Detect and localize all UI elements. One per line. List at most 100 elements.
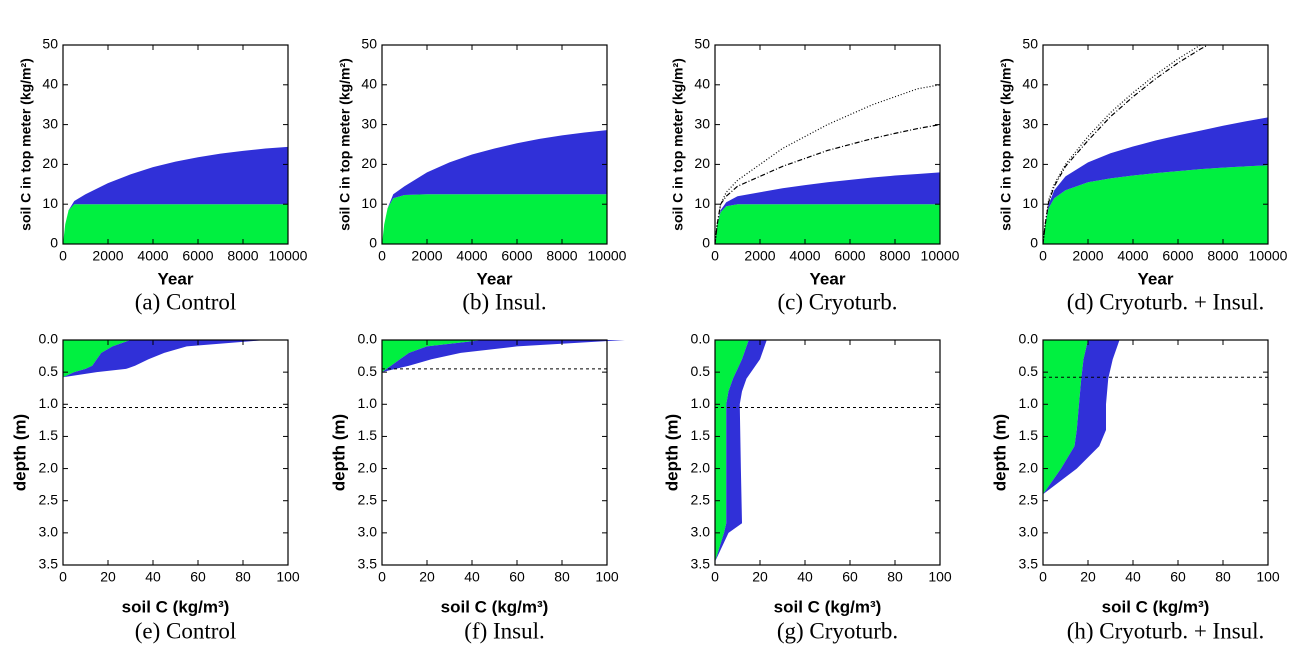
x-tick-label: 2000 (1072, 248, 1103, 264)
area (715, 172, 940, 244)
x-tick-label: 100 (276, 569, 300, 585)
area (382, 340, 625, 373)
y-tick-label: 30 (694, 115, 710, 131)
y-tick-label: 2.5 (1019, 491, 1039, 507)
x-tick-label: 20 (752, 569, 768, 585)
frame (714, 339, 941, 566)
plot-area (1043, 340, 1120, 495)
x-tick-label: 0 (378, 248, 386, 264)
panel: 0 20 40 60 80 100 0.0 0.5 1.0 1.5 2.0 2.5 3.0 3.5 soil… (990, 331, 1279, 644)
x-tick-label: 100 (928, 569, 952, 585)
plot-area (63, 340, 266, 378)
panel-caption: (c) Cryoturb. (777, 289, 897, 314)
y-tick-label: 1.0 (1019, 395, 1039, 411)
plot-area (382, 340, 625, 373)
y-tick-label: 3.5 (1019, 556, 1039, 572)
y-axis-label: soil C in top meter (kg/m²) (18, 58, 34, 231)
x-axis-label: soil C (kg/m³) (1102, 597, 1210, 616)
y-tick-label: 0 (702, 235, 710, 251)
y-tick-label: 0.5 (691, 363, 711, 379)
y-tick-label: 1.5 (1019, 427, 1039, 443)
x-tick-label: 100 (1256, 569, 1280, 585)
frame (714, 44, 941, 245)
y-tick-label: 1.5 (691, 427, 711, 443)
panel: 0 2000 4000 6000 8000 10000 0 10 20 30 40 50 Year soi… (670, 36, 960, 315)
plot-area (63, 146, 288, 244)
x-tick-label: 6000 (501, 248, 532, 264)
y-tick-label: 0.5 (39, 363, 59, 379)
y-tick-label: 20 (694, 155, 710, 171)
x-axis-label: Year (1138, 269, 1174, 288)
y-tick-label: 3.5 (691, 556, 711, 572)
x-tick-label: 8000 (1207, 248, 1238, 264)
x-tick-label: 60 (1170, 569, 1186, 585)
y-tick-label: 2.5 (39, 491, 59, 507)
y-tick-label: 3.0 (39, 524, 59, 540)
y-tick-label: 2.5 (358, 491, 378, 507)
x-tick-label: 6000 (1162, 248, 1193, 264)
y-tick-label: 3.0 (691, 524, 711, 540)
x-axis-label: soil C (kg/m³) (441, 597, 549, 616)
x-axis-label: soil C (kg/m³) (122, 597, 230, 616)
y-tick-label: 0 (1030, 235, 1038, 251)
y-tick-label: 0 (50, 235, 58, 251)
x-tick-label: 10000 (588, 248, 627, 264)
y-tick-label: 1.0 (39, 395, 59, 411)
y-tick-label: 50 (694, 36, 710, 52)
y-tick-label: 40 (361, 76, 377, 92)
y-tick-label: 50 (42, 36, 58, 52)
frame (62, 339, 289, 566)
x-axis-label: Year (158, 269, 194, 288)
area (1043, 340, 1088, 495)
area (715, 340, 749, 562)
y-tick-label: 2.0 (1019, 459, 1039, 475)
plot-area (715, 84, 940, 244)
y-tick-label: 2.0 (358, 459, 378, 475)
area (63, 204, 288, 244)
area (382, 194, 607, 244)
line (715, 124, 940, 244)
x-tick-label: 10000 (1249, 248, 1288, 264)
x-tick-label: 4000 (1117, 248, 1148, 264)
x-tick-label: 20 (419, 569, 435, 585)
x-tick-label: 0 (59, 248, 67, 264)
y-tick-label: 3.0 (358, 524, 378, 540)
x-tick-label: 60 (509, 569, 525, 585)
area (63, 146, 288, 244)
x-axis-label: Year (810, 269, 846, 288)
x-tick-label: 40 (145, 569, 161, 585)
x-tick-label: 6000 (182, 248, 213, 264)
x-tick-label: 10000 (921, 248, 960, 264)
y-tick-label: 3.0 (1019, 524, 1039, 540)
x-tick-label: 20 (1080, 569, 1096, 585)
x-tick-label: 40 (464, 569, 480, 585)
plot-area (1043, 45, 1268, 244)
y-tick-label: 40 (42, 76, 58, 92)
x-tick-label: 6000 (834, 248, 865, 264)
panel-caption: (a) Control (135, 289, 237, 314)
x-tick-label: 2000 (411, 248, 442, 264)
x-tick-label: 0 (1039, 569, 1047, 585)
y-tick-label: 10 (1022, 195, 1038, 211)
frame (1042, 339, 1269, 566)
area (63, 340, 266, 378)
x-tick-label: 2000 (744, 248, 775, 264)
y-tick-label: 1.0 (691, 395, 711, 411)
y-tick-label: 30 (42, 115, 58, 131)
plot-area (382, 130, 607, 244)
area (1043, 340, 1120, 495)
x-tick-label: 60 (842, 569, 858, 585)
line (1043, 45, 1210, 244)
frame (381, 44, 608, 245)
y-axis-label: soil C in top meter (kg/m²) (337, 58, 353, 231)
area (715, 204, 940, 244)
y-axis-label: depth (m) (329, 414, 348, 491)
y-tick-label: 1.5 (358, 427, 378, 443)
x-tick-label: 80 (554, 569, 570, 585)
y-tick-label: 20 (361, 155, 377, 171)
y-tick-label: 10 (694, 195, 710, 211)
x-axis-label: Year (477, 269, 513, 288)
y-tick-label: 0.5 (358, 363, 378, 379)
panel-caption: (g) Cryoturb. (777, 618, 898, 643)
x-tick-label: 80 (1215, 569, 1231, 585)
